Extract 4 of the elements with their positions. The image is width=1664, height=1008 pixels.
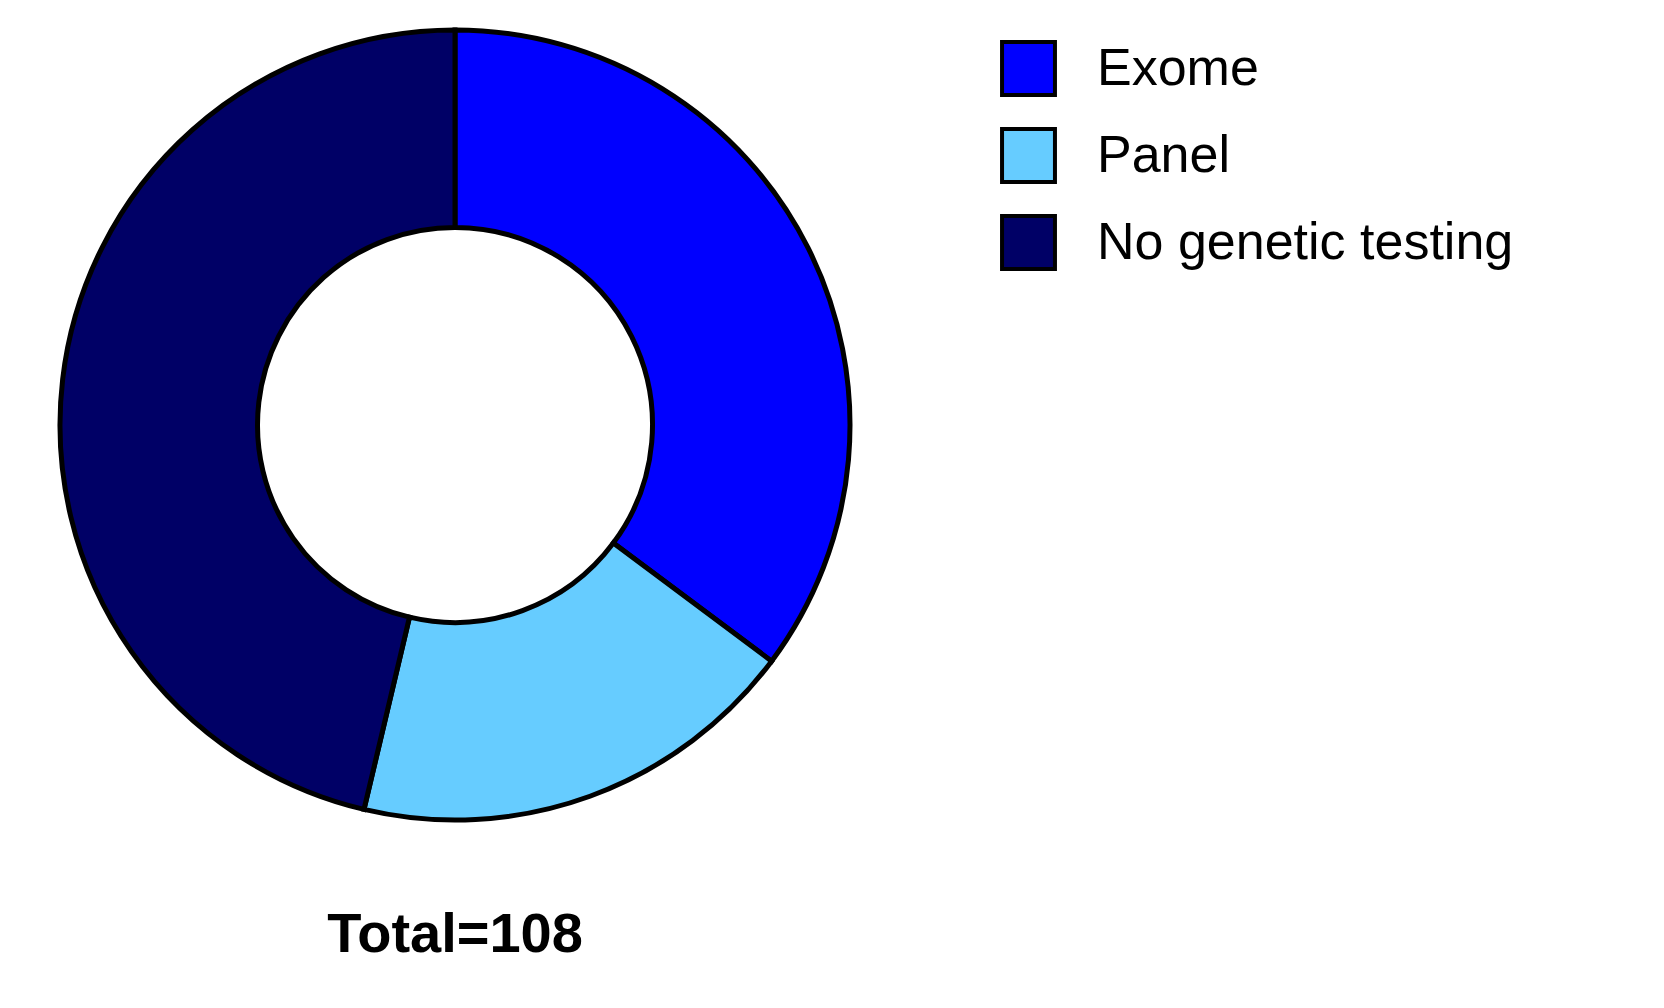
legend-label: Exome <box>1097 37 1259 96</box>
legend-label: No genetic testing <box>1097 211 1514 270</box>
text: Total=108 <box>327 901 583 964</box>
legend-label: Panel <box>1097 124 1230 183</box>
